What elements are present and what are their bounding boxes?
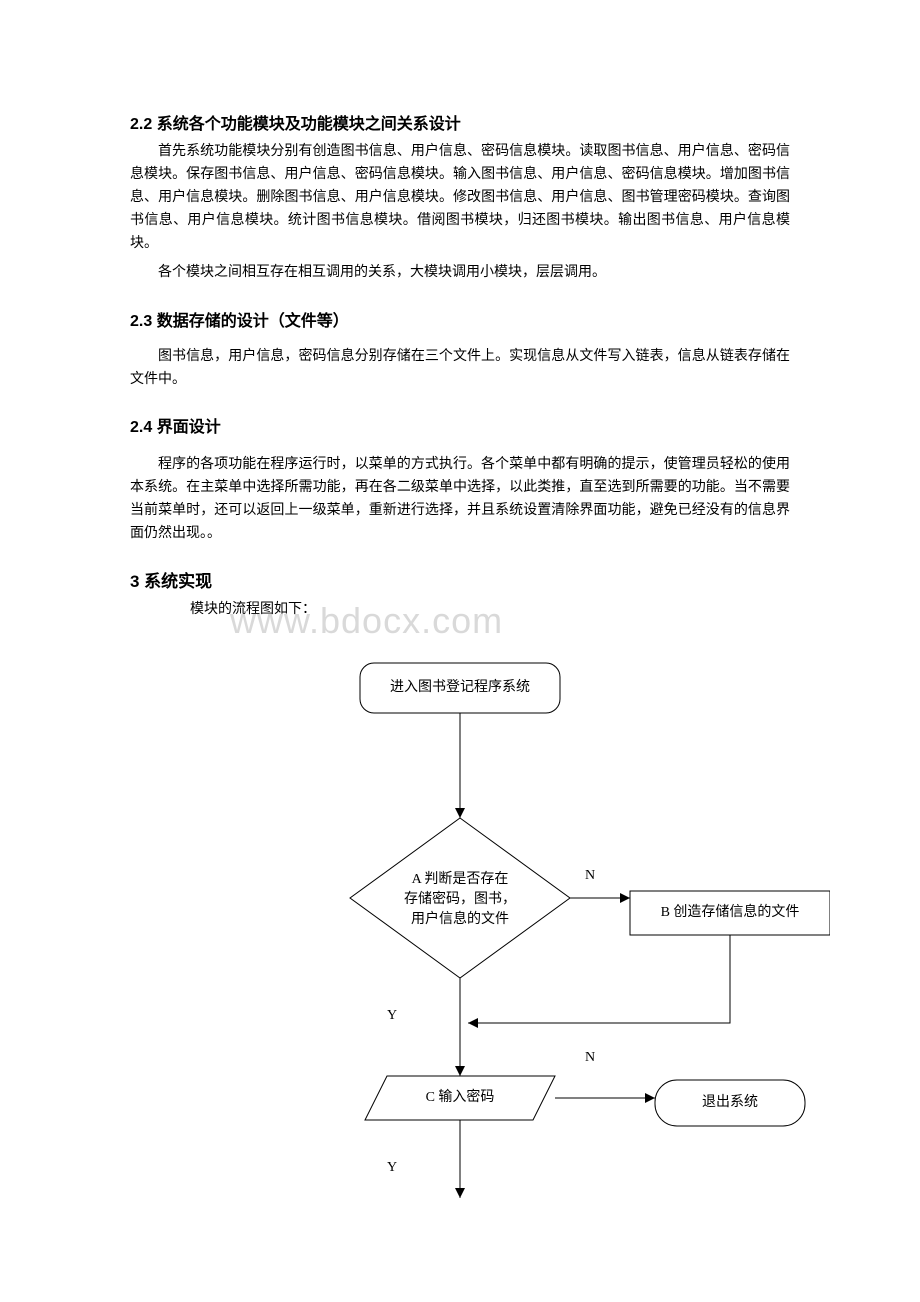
svg-text:存储密码，图书，: 存储密码，图书，	[404, 890, 516, 907]
svg-text:N: N	[585, 1050, 595, 1065]
svg-text:Y: Y	[387, 1160, 397, 1175]
heading-2-3: 2.3 数据存储的设计（文件等）	[130, 307, 790, 331]
content-area: 2.2 系统各个功能模块及功能模块之间关系设计 首先系统功能模块分别有创造图书信…	[130, 110, 790, 1218]
paragraph-2-4-1: 程序的各项功能在程序运行时，以菜单的方式执行。各个菜单中都有明确的提示，使管理员…	[130, 453, 790, 545]
flowchart: 进入图书登记程序系统A 判断是否存在存储密码，图书，用户信息的文件B 创造存储信…	[130, 638, 790, 1218]
svg-text:B 创造存储信息的文件: B 创造存储信息的文件	[661, 903, 800, 920]
document-page: www.bdocx.com 2.2 系统各个功能模块及功能模块之间关系设计 首先…	[0, 0, 920, 1248]
paragraph-2-2-2: 各个模块之间相互存在相互调用的关系，大模块调用小模块，层层调用。	[130, 261, 790, 284]
paragraph-2-3-1: 图书信息，用户信息，密码信息分别存储在三个文件上。实现信息从文件写入链表，信息从…	[130, 345, 790, 391]
heading-2-2: 2.2 系统各个功能模块及功能模块之间关系设计	[130, 110, 790, 134]
svg-text:用户信息的文件: 用户信息的文件	[411, 910, 509, 927]
svg-text:C 输入密码: C 输入密码	[426, 1088, 495, 1105]
flowchart-svg: 进入图书登记程序系统 A 判断是否存在存储密码，图书， 用户信息的文件 B 创造存储信…	[130, 638, 830, 1218]
svg-text:进入图书登记程序系统: 进入图书登记程序系统	[390, 679, 530, 695]
flowchart-caption: 模块的流程图如下：	[190, 598, 790, 618]
svg-text:退出系统: 退出系统	[702, 1094, 758, 1110]
svg-text:Y: Y	[387, 1008, 397, 1023]
svg-text:N: N	[585, 868, 595, 883]
heading-3: 3 系统实现	[130, 567, 790, 592]
paragraph-2-2-1: 首先系统功能模块分别有创造图书信息、用户信息、密码信息模块。读取图书信息、用户信…	[130, 140, 790, 255]
heading-2-4: 2.4 界面设计	[130, 413, 790, 437]
svg-text:A 判断是否存在: A 判断是否存在	[412, 871, 509, 887]
